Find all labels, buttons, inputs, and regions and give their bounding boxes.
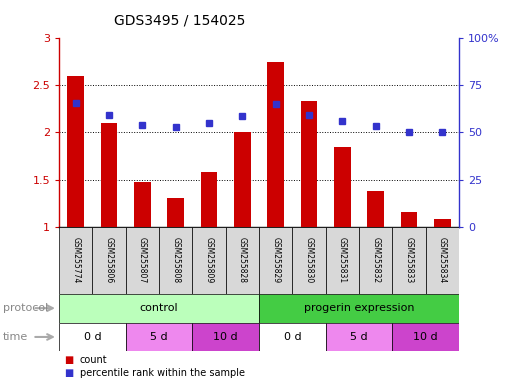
Bar — [67, 76, 84, 227]
Text: GSM255832: GSM255832 — [371, 237, 380, 283]
Bar — [234, 132, 251, 227]
Bar — [292, 227, 326, 294]
Bar — [301, 101, 318, 227]
Bar — [267, 62, 284, 227]
Text: count: count — [80, 355, 107, 365]
Bar — [326, 227, 359, 294]
Text: GSM255808: GSM255808 — [171, 237, 180, 283]
Bar — [259, 227, 292, 294]
Bar — [126, 323, 192, 351]
Text: GSM255829: GSM255829 — [271, 237, 280, 283]
Bar — [159, 227, 192, 294]
Bar — [434, 219, 451, 227]
Text: 10 d: 10 d — [413, 332, 438, 342]
Bar — [326, 323, 392, 351]
Text: GSM255830: GSM255830 — [305, 237, 313, 283]
Bar — [92, 227, 126, 294]
Bar — [126, 227, 159, 294]
Bar — [392, 227, 426, 294]
Bar — [259, 294, 459, 323]
Text: GSM255833: GSM255833 — [405, 237, 413, 283]
Text: ■: ■ — [64, 355, 73, 365]
Text: GSM255774: GSM255774 — [71, 237, 80, 283]
Text: 0 d: 0 d — [84, 332, 101, 342]
Text: ■: ■ — [64, 368, 73, 378]
Text: GSM255806: GSM255806 — [105, 237, 113, 283]
Text: protocol: protocol — [3, 303, 48, 313]
Bar — [426, 227, 459, 294]
Bar — [359, 227, 392, 294]
Text: GSM255834: GSM255834 — [438, 237, 447, 283]
Text: 5 d: 5 d — [150, 332, 168, 342]
Text: 10 d: 10 d — [213, 332, 238, 342]
Bar — [392, 323, 459, 351]
Bar — [59, 227, 92, 294]
Text: GSM255807: GSM255807 — [138, 237, 147, 283]
Bar — [192, 227, 226, 294]
Text: control: control — [140, 303, 179, 313]
Bar — [226, 227, 259, 294]
Bar — [59, 323, 126, 351]
Text: 0 d: 0 d — [284, 332, 301, 342]
Bar — [192, 323, 259, 351]
Bar — [334, 147, 351, 227]
Bar — [259, 323, 326, 351]
Bar — [134, 182, 151, 227]
Bar — [167, 199, 184, 227]
Text: progerin expression: progerin expression — [304, 303, 415, 313]
Text: GSM255831: GSM255831 — [338, 237, 347, 283]
Bar — [101, 123, 117, 227]
Bar — [59, 294, 259, 323]
Bar — [201, 172, 218, 227]
Text: GSM255809: GSM255809 — [205, 237, 213, 283]
Bar — [401, 212, 418, 227]
Text: time: time — [3, 332, 28, 342]
Text: percentile rank within the sample: percentile rank within the sample — [80, 368, 245, 378]
Text: 5 d: 5 d — [350, 332, 368, 342]
Text: GDS3495 / 154025: GDS3495 / 154025 — [114, 13, 245, 27]
Bar — [367, 191, 384, 227]
Text: GSM255828: GSM255828 — [238, 237, 247, 283]
